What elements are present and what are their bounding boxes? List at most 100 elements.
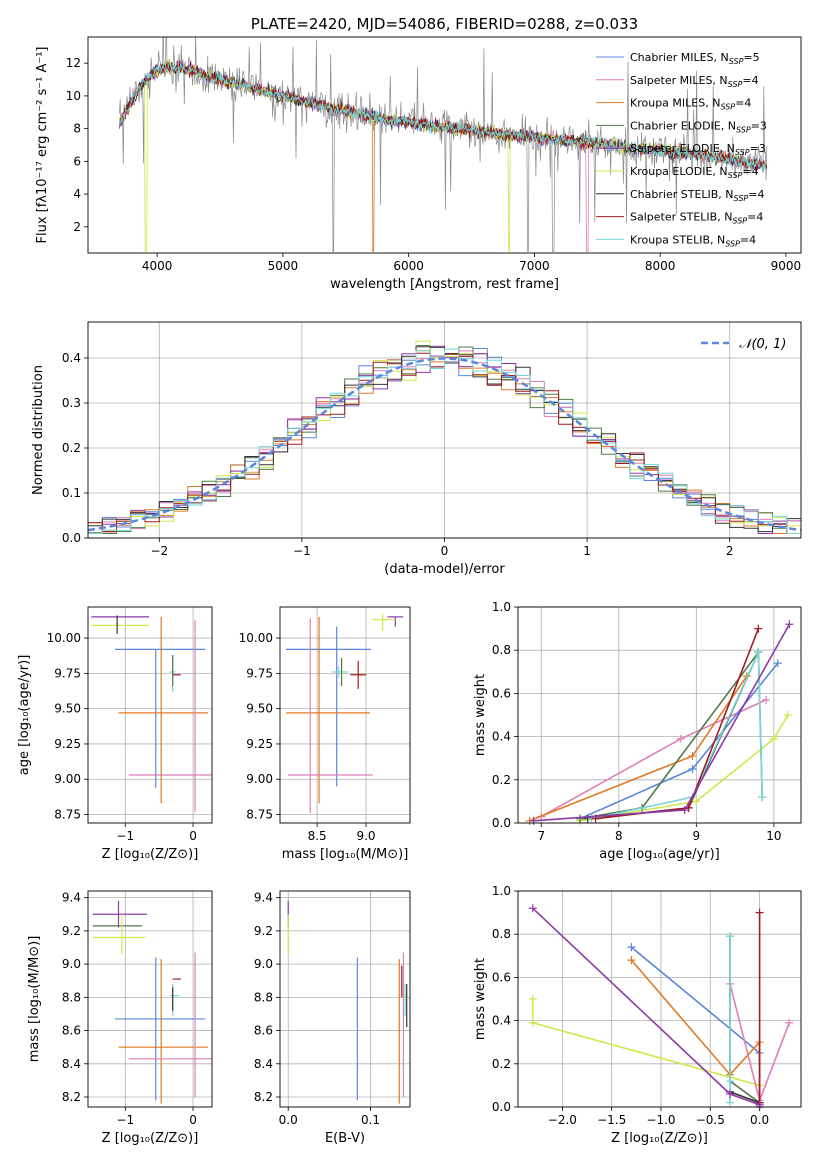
axes-frame: [517, 890, 802, 1108]
x-tick-label: 10: [766, 829, 781, 843]
y-tick-label: 9.50: [54, 702, 81, 716]
x-tick-label: 0.0: [750, 1113, 769, 1127]
axes-frame: [279, 606, 411, 824]
y-tick-label: 0.2: [492, 773, 511, 787]
y-axis-label: Flux [fλ10⁻¹⁷ erg cm⁻² s⁻¹ A⁻¹]: [35, 47, 50, 244]
x-tick-label: −2: [150, 544, 168, 558]
y-tick-label: 0.0: [492, 1100, 511, 1114]
y-axis-label: mass weight: [473, 958, 488, 1040]
axes-frame: [87, 36, 802, 254]
legend-entry: 𝒩(0, 1): [739, 337, 786, 352]
x-tick-label: 6000: [393, 259, 424, 273]
x-tick-label: 8000: [645, 259, 676, 273]
y-tick-label: 8.2: [62, 1090, 81, 1104]
x-axis-label: mass [log₁₀(M/M⊙)]: [282, 847, 409, 862]
x-axis-label: (data-model)/error: [384, 562, 505, 577]
weight-marker: [755, 1100, 764, 1109]
weight-vs-metallicity-panel: −2.0 −1.5 −1.0 −0.5 0.0 0.0 0.2 0.4 0.6 0.8 1.0 Z […: [473, 884, 802, 1146]
x-tick-label: −0.5: [696, 1113, 725, 1127]
y-tick-label: 0.2: [492, 1057, 511, 1071]
weight-marker: [754, 624, 763, 633]
legend-entry: Kroupa ELODIE, NSSP=4: [630, 165, 759, 180]
y-tick-label: 9.2: [254, 924, 273, 938]
y-tick-label: 1.0: [492, 600, 511, 614]
y-tick-label: 9.00: [54, 772, 81, 786]
spectrum-panel: 4000 5000 6000 7000 8000 9000 2 4 6 8 10 12 waveleng…: [35, 15, 802, 292]
legend-entry: Salpeter STELIB, NSSP=4: [630, 211, 763, 226]
x-tick-label: 5000: [268, 259, 299, 273]
y-tick-label: 8.2: [254, 1090, 273, 1104]
x-tick-label: −1: [293, 544, 311, 558]
weight-marker: [726, 932, 735, 941]
legend-entry: Kroupa MILES, NSSP=4: [630, 97, 751, 112]
y-tick-label: 8.6: [62, 1024, 81, 1038]
x-tick-label: 8.5: [308, 829, 327, 843]
weight-marker: [692, 797, 701, 806]
y-tick-label: 8.75: [246, 808, 273, 822]
weight-vs-age-panel: 7 8 9 10 0.0 0.2 0.4 0.6 0.8 1.0 age [log₁₀(age/yr…: [473, 600, 802, 862]
x-axis-label: Z [log₁₀(Z/Z⊙)]: [102, 847, 199, 862]
y-tick-label: 8.8: [254, 990, 273, 1004]
x-tick-label: 0.0: [279, 1113, 298, 1127]
legend-entry: Salpeter MILES, NSSP=4: [630, 74, 759, 89]
y-tick-label: 0.4: [492, 730, 511, 744]
y-tick-label: 9.0: [62, 957, 81, 971]
y-tick-label: 0.6: [492, 970, 511, 984]
age-vs-metallicity-panel: −1 0 8.75 9.00 9.25 9.50 9.75 10.00 Z [log₁₀(Z/Z…: [17, 606, 213, 862]
weight-marker: [576, 814, 585, 823]
x-tick-label: −1.5: [597, 1113, 626, 1127]
x-axis-label: E(B-V): [325, 1131, 365, 1146]
normal-distribution-curve: [88, 357, 801, 532]
weight-marker: [754, 648, 763, 657]
y-tick-label: 0.0: [492, 816, 511, 830]
axes-frame: [279, 890, 411, 1108]
y-tick-label: 9.75: [246, 666, 273, 680]
y-tick-label: 10: [66, 89, 81, 103]
weight-marker: [627, 956, 636, 965]
y-tick-label: 9.00: [246, 772, 273, 786]
x-tick-label: −1: [116, 1113, 134, 1127]
y-tick-label: 0.2: [62, 441, 81, 455]
legend-entry: Salpeter ELODIE, NSSP=3: [630, 142, 766, 157]
weight-marker: [688, 765, 697, 773]
y-tick-label: 8.4: [254, 1057, 273, 1071]
y-tick-label: 9.0: [254, 957, 273, 971]
weight-marker: [627, 943, 636, 952]
weight-marker: [762, 695, 771, 704]
y-axis-label: mass weight: [473, 674, 488, 756]
y-tick-label: 8.4: [62, 1057, 81, 1071]
y-tick-label: 0.8: [492, 927, 511, 941]
x-axis-label: Z [log₁₀(Z/Z⊙)]: [611, 1131, 708, 1146]
legend-entry: Kroupa STELIB, NSSP=4: [630, 233, 756, 248]
weight-marker: [528, 904, 537, 913]
x-tick-label: 0: [441, 544, 449, 558]
y-tick-label: 9.2: [62, 924, 81, 938]
y-tick-label: 9.4: [254, 891, 273, 905]
axes-frame: [87, 606, 213, 824]
weight-marker: [726, 1098, 735, 1107]
x-tick-label: 0: [189, 829, 197, 843]
x-tick-label: 0.1: [361, 1113, 380, 1127]
weight-marker: [758, 793, 767, 802]
weight-marker: [726, 1077, 735, 1086]
weight-marker: [783, 711, 792, 719]
weight-marker: [755, 908, 764, 917]
y-tick-label: 2: [73, 220, 81, 234]
y-tick-label: 6: [73, 154, 81, 168]
axes-frame: [87, 321, 802, 539]
x-tick-label: 8: [615, 829, 623, 843]
weight-marker: [785, 620, 794, 629]
y-tick-label: 10.00: [239, 631, 273, 645]
y-tick-label: 9.75: [54, 666, 81, 680]
y-tick-label: 1.0: [492, 884, 511, 898]
y-axis-label: mass [log₁₀(M/M⊙)]: [27, 936, 42, 1063]
weight-marker: [688, 752, 697, 761]
x-tick-label: 1: [583, 544, 591, 558]
model-spectrum-salpeter-stelib: [119, 60, 768, 170]
y-tick-label: 9.4: [62, 891, 81, 905]
y-tick-label: 8.75: [54, 808, 81, 822]
y-tick-label: 10.00: [47, 631, 81, 645]
weight-marker: [726, 1090, 735, 1099]
y-tick-label: 0.8: [492, 643, 511, 657]
